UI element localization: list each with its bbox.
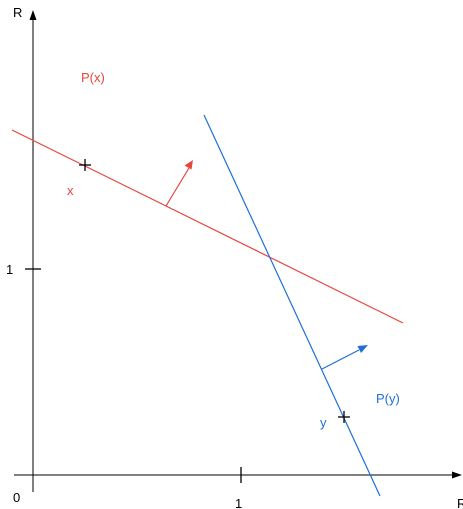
px-normal-arrowhead [184,160,193,170]
y-axis-label: R [13,5,22,20]
x-axis-arrowhead [452,471,462,479]
px-point-label: x [67,183,74,198]
x-tick-label: 1 [235,496,242,509]
py-normal-arrowhead [357,345,368,353]
py-point-label: y [320,415,327,430]
origin-label: 0 [13,490,20,505]
hyperplane-px: P(x) x [11,70,404,324]
px-normal-arrow-shaft [165,167,190,207]
px-name-label: P(x) [81,70,105,85]
axes: R R 0 1 1 [6,5,463,509]
hyperplane-py: P(y) y [203,114,400,497]
y-axis-arrowhead [29,10,37,20]
y-tick-label: 1 [6,262,13,277]
py-line [203,114,381,497]
px-line [11,129,404,324]
py-name-label: P(y) [376,391,400,406]
x-axis-label: R [457,496,463,509]
py-normal-arrow-shaft [321,349,360,370]
